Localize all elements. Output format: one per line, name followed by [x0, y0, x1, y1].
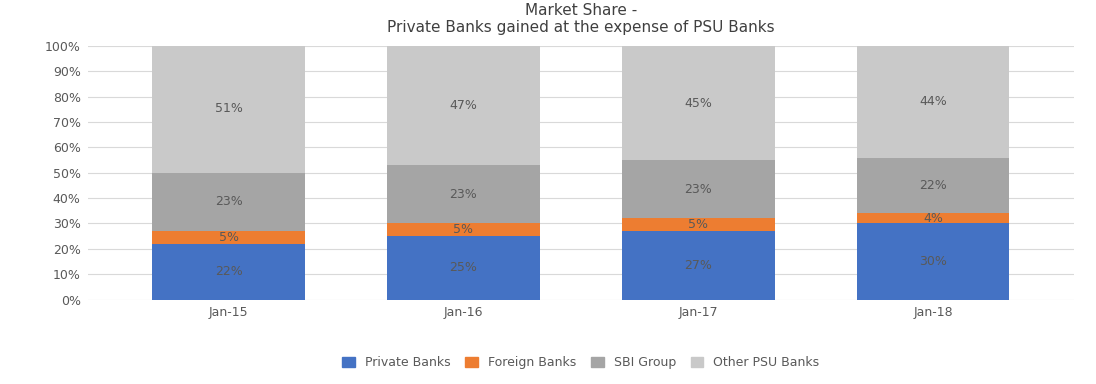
Bar [152, 43, 305, 173]
Bar [387, 46, 539, 165]
Text: 23%: 23% [449, 188, 478, 201]
Bar [152, 244, 305, 300]
Bar [621, 231, 775, 300]
Text: 5%: 5% [454, 223, 473, 236]
Bar [621, 46, 775, 160]
Bar [387, 236, 539, 300]
Text: 4%: 4% [923, 212, 943, 225]
Text: 27%: 27% [684, 259, 712, 272]
Bar [857, 223, 1009, 300]
Bar [621, 160, 775, 218]
Text: 47%: 47% [449, 99, 478, 112]
Title: Market Share -
Private Banks gained at the expense of PSU Banks: Market Share - Private Banks gained at t… [387, 3, 775, 35]
Text: 23%: 23% [215, 195, 242, 209]
Text: 22%: 22% [920, 179, 947, 192]
Text: 30%: 30% [920, 255, 947, 268]
Text: 44%: 44% [920, 95, 947, 108]
Bar [621, 218, 775, 231]
Text: 23%: 23% [684, 183, 712, 196]
Bar [387, 165, 539, 223]
Bar [857, 214, 1009, 223]
Text: 51%: 51% [215, 102, 242, 115]
Bar [857, 46, 1009, 157]
Text: 45%: 45% [684, 97, 712, 109]
Legend: Private Banks, Foreign Banks, SBI Group, Other PSU Banks: Private Banks, Foreign Banks, SBI Group,… [338, 351, 824, 374]
Bar [152, 231, 305, 244]
Bar [387, 223, 539, 236]
Text: 5%: 5% [218, 231, 239, 244]
Bar [152, 173, 305, 231]
Text: 25%: 25% [449, 262, 478, 274]
Text: 22%: 22% [215, 265, 242, 278]
Bar [857, 157, 1009, 214]
Text: 5%: 5% [688, 218, 708, 231]
